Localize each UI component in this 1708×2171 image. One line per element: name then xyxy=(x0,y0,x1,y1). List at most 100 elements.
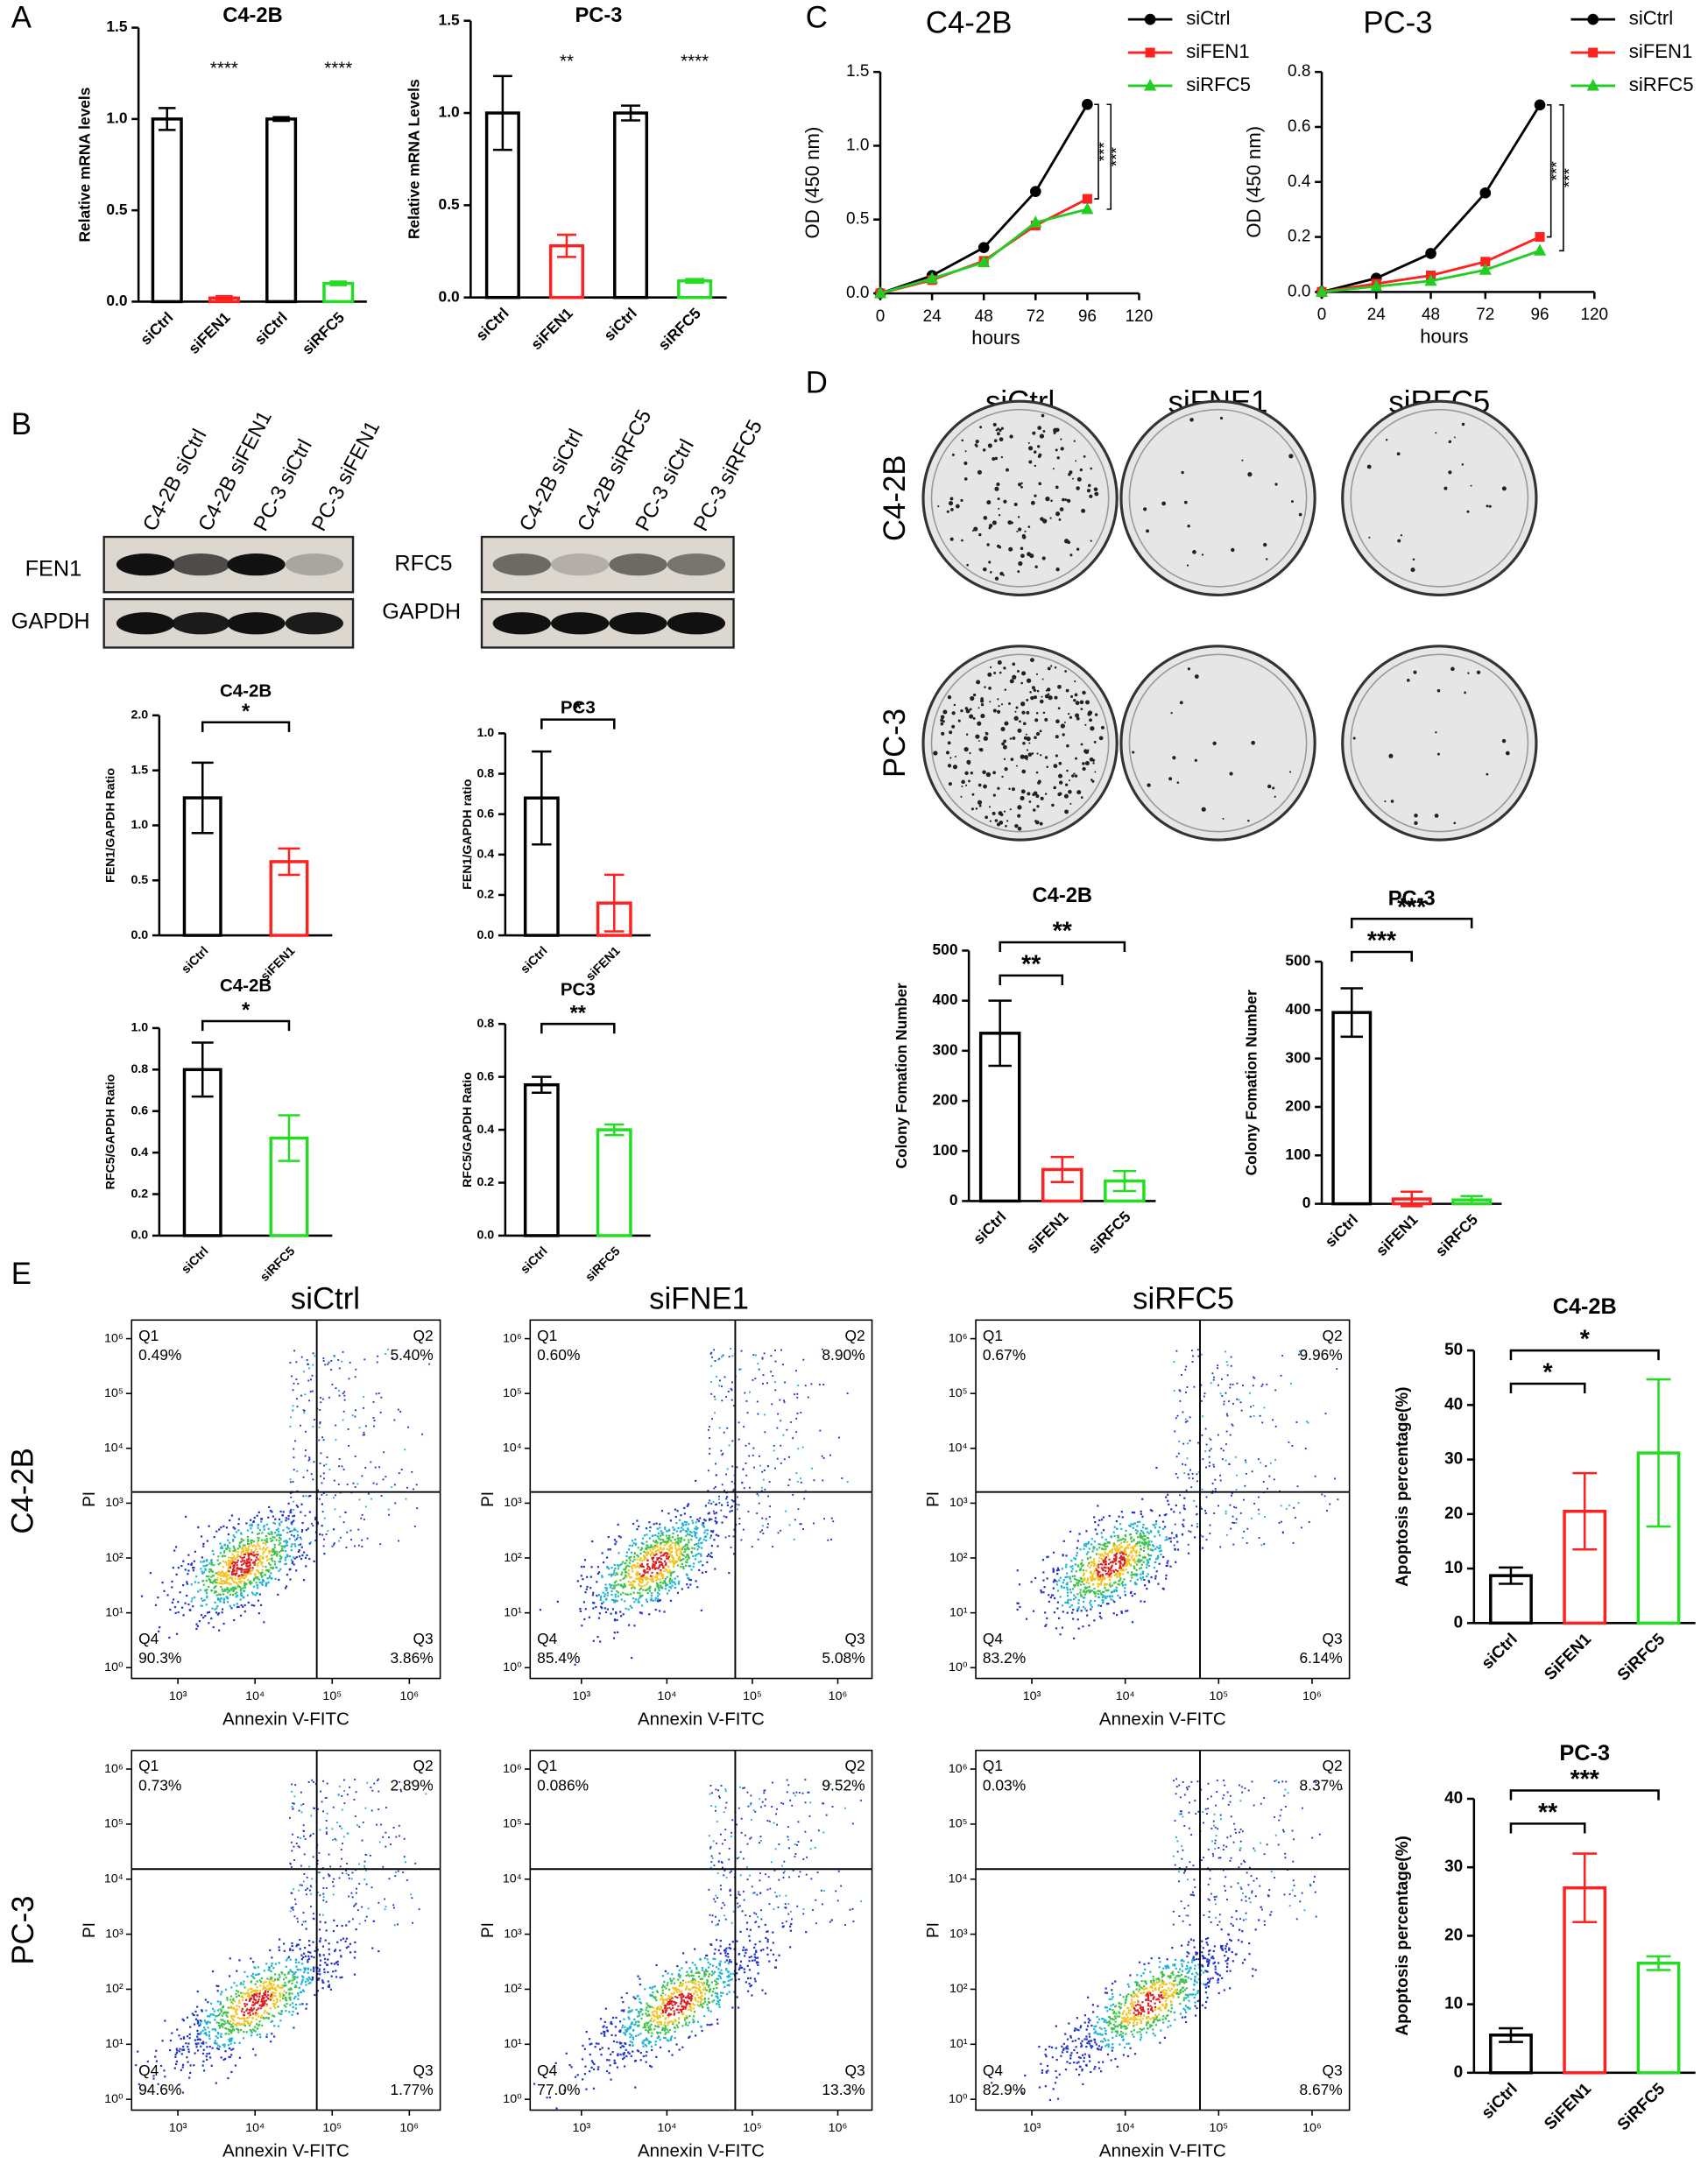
event-dot xyxy=(202,2060,205,2062)
event-dot xyxy=(265,1543,267,1546)
event-dot xyxy=(597,1571,601,1574)
y-tick-label: 10⁶ xyxy=(503,1331,522,1345)
event-dot xyxy=(338,1458,341,1460)
event-dot xyxy=(242,1983,244,1985)
event-dot xyxy=(1281,1354,1284,1357)
colony-dot xyxy=(1046,765,1048,768)
event-dot xyxy=(264,1542,267,1545)
event-dot xyxy=(676,1537,679,1540)
event-dot xyxy=(1092,1562,1095,1565)
event-dot xyxy=(1056,1573,1059,1575)
event-dot xyxy=(1082,1625,1084,1628)
event-dot xyxy=(208,1570,211,1573)
event-dot xyxy=(652,1599,655,1602)
colony-dot xyxy=(1170,711,1173,715)
event-dot xyxy=(173,2067,176,2069)
event-dot xyxy=(1189,1469,1191,1471)
event-dot xyxy=(1223,1403,1225,1406)
y-tick-label: 10² xyxy=(504,1551,522,1565)
event-dot xyxy=(668,1536,671,1539)
event-dot xyxy=(1226,1374,1229,1377)
colony-dot xyxy=(1041,518,1048,524)
event-dot xyxy=(1157,1530,1160,1533)
event-dot xyxy=(646,1565,650,1568)
event-dot xyxy=(258,1581,261,1584)
event-dot xyxy=(645,1575,648,1579)
event-dot xyxy=(1193,1385,1196,1388)
event-dot xyxy=(1119,1523,1122,1526)
event-dot xyxy=(1257,1508,1260,1511)
event-dot xyxy=(1103,1576,1105,1579)
event-dot xyxy=(697,1561,701,1563)
event-dot xyxy=(241,1576,244,1579)
colony-dot xyxy=(978,783,982,787)
blot-band xyxy=(227,612,286,635)
event-dot xyxy=(1110,1598,1112,1601)
event-dot xyxy=(197,2042,200,2045)
event-dot xyxy=(687,1504,689,1506)
colony-dot xyxy=(1384,800,1387,803)
event-dot xyxy=(625,1566,627,1568)
event-dot xyxy=(634,1566,637,1568)
event-dot xyxy=(286,1532,289,1534)
event-dot xyxy=(335,1424,337,1427)
colony-dot xyxy=(1011,787,1015,792)
event-dot xyxy=(1040,1591,1043,1594)
event-dot xyxy=(1134,1529,1137,1532)
event-dot xyxy=(245,1564,248,1568)
x-tick-label: 48 xyxy=(975,307,993,326)
event-dot xyxy=(334,1949,337,1951)
event-dot xyxy=(1110,1561,1112,1564)
event-dot xyxy=(229,1566,232,1568)
event-dot xyxy=(664,1568,667,1570)
event-dot xyxy=(616,1572,618,1575)
quadrant-name: Q3 xyxy=(844,1630,865,1647)
event-dot xyxy=(243,1584,246,1588)
blot-band xyxy=(492,612,551,635)
event-dot xyxy=(1202,1415,1204,1418)
event-dot xyxy=(1086,1614,1089,1617)
event-dot xyxy=(202,1565,205,1568)
event-dot xyxy=(656,1578,659,1581)
event-dot xyxy=(272,1548,274,1551)
event-dot xyxy=(667,1512,670,1515)
event-dot xyxy=(725,1396,727,1398)
event-dot xyxy=(229,2042,232,2045)
event-dot xyxy=(1076,1618,1079,1621)
event-dot xyxy=(279,1522,281,1525)
colony-dot xyxy=(1060,438,1062,441)
event-dot xyxy=(220,1993,222,1996)
event-dot xyxy=(320,1452,322,1455)
event-dot xyxy=(247,1572,250,1575)
event-dot xyxy=(633,1587,636,1589)
event-dot xyxy=(655,1567,658,1569)
event-dot xyxy=(1229,1386,1232,1389)
event-dot xyxy=(1133,1557,1136,1560)
event-dot xyxy=(1076,1582,1078,1585)
event-dot xyxy=(690,1550,693,1553)
event-dot xyxy=(579,1610,582,1612)
event-dot xyxy=(674,1582,677,1585)
event-dot xyxy=(1104,1595,1106,1597)
event-dot xyxy=(1135,1554,1138,1557)
event-dot xyxy=(1165,1536,1168,1539)
event-dot xyxy=(201,1556,203,1559)
event-dot xyxy=(1073,1584,1076,1587)
event-dot xyxy=(335,1924,339,1928)
event-dot xyxy=(226,1574,229,1577)
event-dot xyxy=(742,1469,745,1471)
event-dot xyxy=(1219,1479,1222,1482)
event-dot xyxy=(270,1558,273,1561)
event-dot xyxy=(1072,1637,1076,1639)
event-dot xyxy=(1136,1560,1139,1562)
error-bar xyxy=(1050,1155,1075,1183)
event-dot xyxy=(290,1416,292,1419)
event-dot xyxy=(1069,1575,1071,1578)
event-dot xyxy=(1169,1565,1172,1568)
event-dot xyxy=(376,1483,378,1485)
colony-dot xyxy=(977,721,982,726)
event-dot xyxy=(1175,1504,1177,1507)
event-dot xyxy=(206,1540,208,1542)
event-dot xyxy=(263,1981,266,1984)
event-dot xyxy=(1274,1425,1277,1427)
